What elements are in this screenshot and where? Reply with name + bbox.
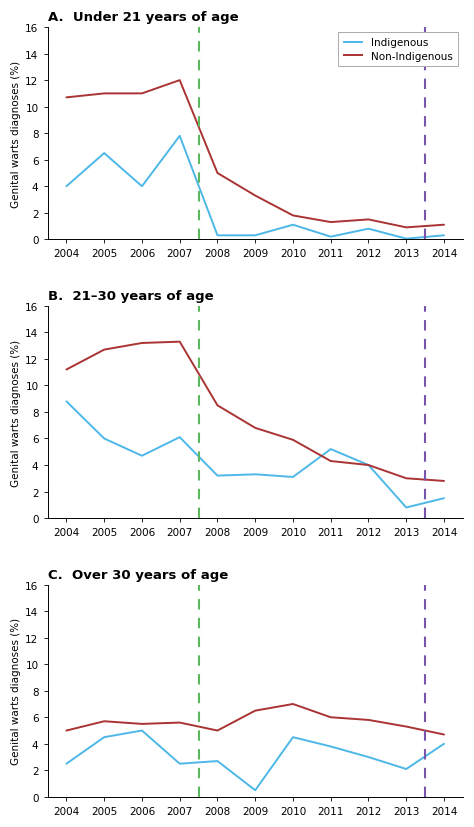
- Y-axis label: Genital warts diagnoses (%): Genital warts diagnoses (%): [11, 618, 21, 764]
- Text: A.  Under 21 years of age: A. Under 21 years of age: [47, 11, 238, 24]
- Text: C.  Over 30 years of age: C. Over 30 years of age: [47, 568, 228, 581]
- Text: B.  21–30 years of age: B. 21–30 years of age: [47, 289, 213, 303]
- Y-axis label: Genital warts diagnoses (%): Genital warts diagnoses (%): [11, 60, 21, 208]
- Legend: Indigenous, Non-Indigenous: Indigenous, Non-Indigenous: [338, 33, 458, 67]
- Y-axis label: Genital warts diagnoses (%): Genital warts diagnoses (%): [11, 339, 21, 486]
